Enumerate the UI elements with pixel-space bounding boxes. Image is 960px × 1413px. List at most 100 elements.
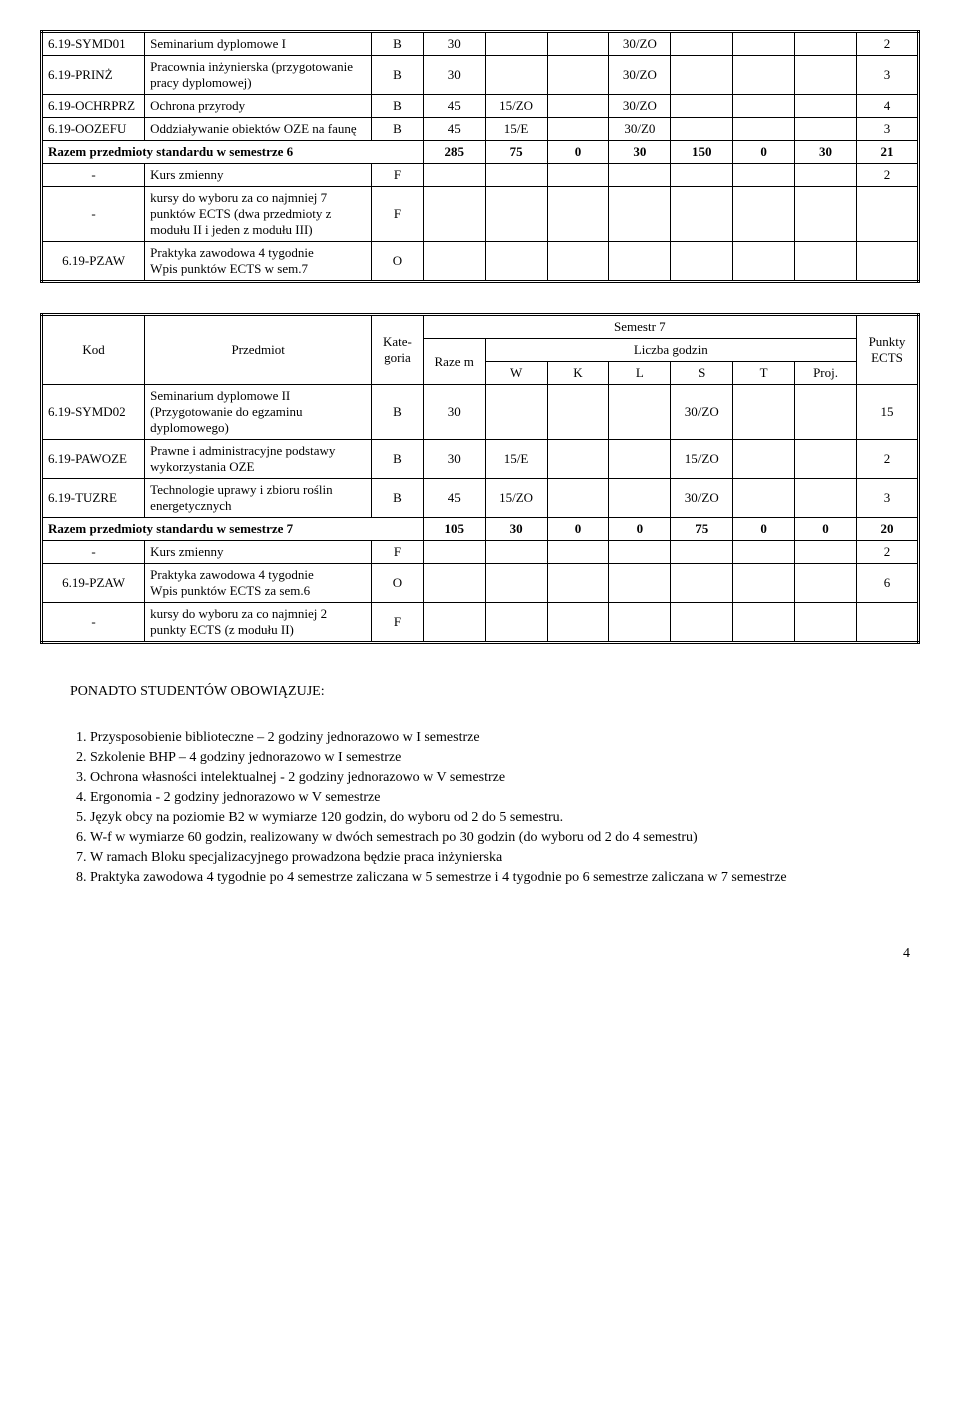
cell: Kate-goria [372,315,424,385]
note-item: Język obcy na poziomie B2 w wymiarze 120… [90,810,890,826]
cell [671,564,733,603]
cell [856,242,918,282]
cell: T [733,362,795,385]
cell: 6.19-SYMD01 [42,32,145,56]
cell [423,242,485,282]
cell: 6.19-PRINŻ [42,56,145,95]
cell: 15/ZO [485,479,547,518]
cell: 45 [423,479,485,518]
cell: kursy do wyboru za co najmniej 7 punktów… [145,187,372,242]
cell [485,242,547,282]
cell: 2 [856,164,918,187]
table-row: -Kurs zmiennyF2 [42,541,919,564]
cell: S [671,362,733,385]
table-row: -kursy do wyboru za co najmniej 2 punkty… [42,603,919,643]
cell: B [372,385,424,440]
cell: 3 [856,56,918,95]
cell: Oddziaływanie obiektów OZE na faunę [145,118,372,141]
cell: 6.19-PZAW [42,242,145,282]
cell [547,564,609,603]
cell [733,603,795,643]
cell [733,541,795,564]
cell: 30 [423,32,485,56]
cell: 30 [423,385,485,440]
table-row: 6.19-OOZEFUOddziaływanie obiektów OZE na… [42,118,919,141]
cell [609,242,671,282]
cell: B [372,479,424,518]
cell: - [42,164,145,187]
cell [795,95,857,118]
cell [795,187,857,242]
cell [547,56,609,95]
cell: 30 [485,518,547,541]
cell: 30/ZO [671,385,733,440]
cell [547,440,609,479]
cell [733,164,795,187]
cell: B [372,118,424,141]
cell: B [372,56,424,95]
cell: - [42,541,145,564]
cell [733,564,795,603]
cell [795,164,857,187]
cell: Ochrona przyrody [145,95,372,118]
cell [547,95,609,118]
cell [733,32,795,56]
note-item: Ochrona własności intelektualnej - 2 god… [90,770,890,786]
cell [733,440,795,479]
cell [671,242,733,282]
cell [423,603,485,643]
table-row: -kursy do wyboru za co najmniej 7 punktó… [42,187,919,242]
cell: 150 [671,141,733,164]
cell [733,95,795,118]
cell: F [372,164,424,187]
cell: Prawne i administracyjne podstawy wykorz… [145,440,372,479]
cell [795,118,857,141]
table-row: 6.19-PZAWPraktyka zawodowa 4 tygodnieWpi… [42,564,919,603]
cell: 2 [856,32,918,56]
cell: Seminarium dyplomowe II (Przygotowanie d… [145,385,372,440]
cell [609,479,671,518]
cell [609,440,671,479]
table-row: 6.19-PRINŻPracownia inżynierska (przygot… [42,56,919,95]
cell [609,385,671,440]
cell: 75 [671,518,733,541]
cell: 15/ZO [485,95,547,118]
cell: B [372,32,424,56]
cell: 21 [856,141,918,164]
cell: 2 [856,541,918,564]
cell: Technologie uprawy i zbioru roślin energ… [145,479,372,518]
note-item: Praktyka zawodowa 4 tygodnie po 4 semest… [90,870,890,886]
cell: 2 [856,440,918,479]
cell [795,385,857,440]
cell [547,603,609,643]
cell [733,242,795,282]
cell: L [609,362,671,385]
cell [856,603,918,643]
cell [423,164,485,187]
cell [485,187,547,242]
table-row: -Kurs zmiennyF2 [42,164,919,187]
cell: 30 [795,141,857,164]
notes-heading: PONADTO STUDENTÓW OBOWIĄZUJE: [70,684,920,700]
cell [795,242,857,282]
cell: Razem przedmioty standardu w semestrze 6 [42,141,424,164]
cell: Pracownia inżynierska (przygotowanie pra… [145,56,372,95]
cell: 0 [733,518,795,541]
table-row: 6.19-SYMD02Seminarium dyplomowe II (Przy… [42,385,919,440]
cell: 6 [856,564,918,603]
cell [485,56,547,95]
cell: 30/ZO [609,56,671,95]
cell: - [42,187,145,242]
cell: 30 [609,141,671,164]
cell: - [42,603,145,643]
cell: Praktyka zawodowa 4 tygodnieWpis punktów… [145,564,372,603]
cell [795,479,857,518]
cell [485,164,547,187]
cell [485,32,547,56]
note-item: W-f w wymiarze 60 godzin, realizowany w … [90,830,890,846]
cell: 15/E [485,118,547,141]
cell: kursy do wyboru za co najmniej 2 punkty … [145,603,372,643]
cell: 15/E [485,440,547,479]
cell: 6.19-OCHRPRZ [42,95,145,118]
cell [795,564,857,603]
